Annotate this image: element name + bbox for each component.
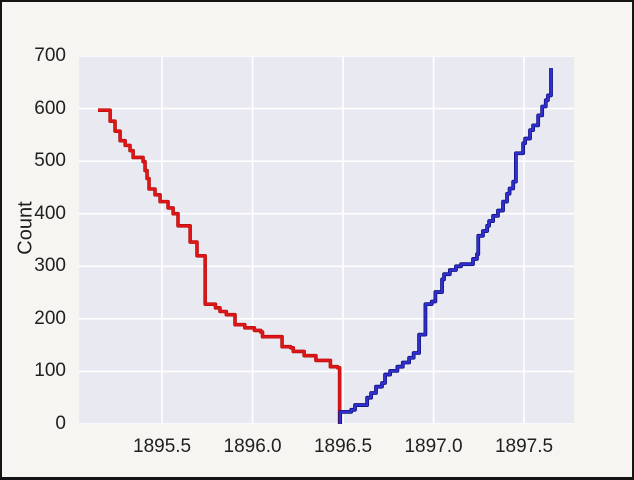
y-tick-label: 700: [34, 45, 66, 66]
y-tick-label: 400: [34, 202, 66, 224]
x-tick-label: 1897.0: [404, 436, 463, 457]
plot-area: [79, 56, 574, 424]
y-tick-label: 0: [55, 413, 66, 434]
y-tick-label: 500: [34, 150, 66, 172]
series-ascending-count-line: [339, 68, 553, 424]
series-descending-count-line: [98, 109, 341, 424]
x-tick-label: 1897.5: [494, 436, 554, 457]
x-tick-label: 1896.5: [313, 436, 373, 457]
x-tick-label: 1895.5: [133, 436, 192, 457]
plot-background: [79, 56, 574, 424]
y-tick-label: 200: [34, 307, 66, 329]
x-tick-label: 1896.0: [223, 436, 282, 457]
y-tick-label: 100: [34, 360, 66, 382]
y-tick-label: 600: [34, 97, 66, 119]
y-tick-label: 300: [34, 255, 66, 277]
